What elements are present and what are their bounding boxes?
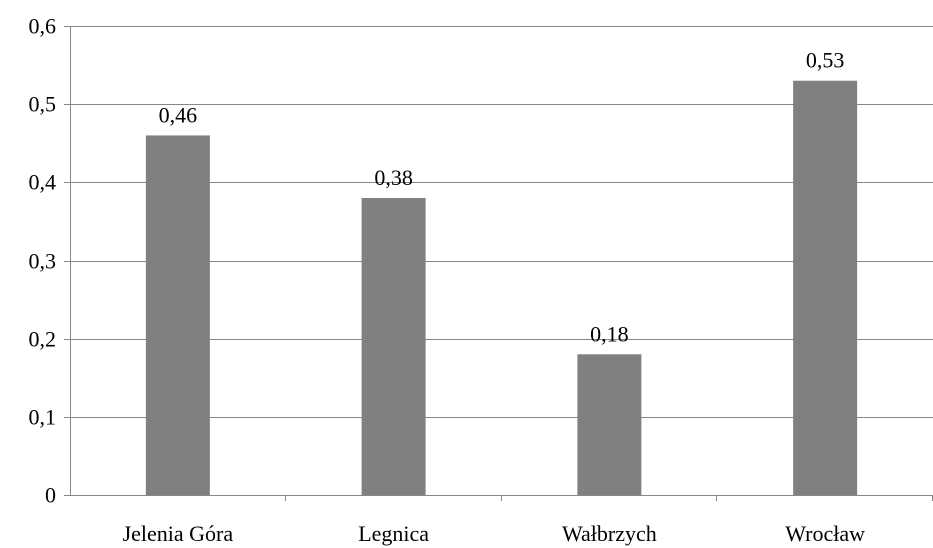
y-tick-label: 0,6 [29, 14, 57, 39]
x-tick-label: Jelenia Góra [123, 521, 234, 546]
bar [577, 354, 642, 495]
bars [145, 80, 858, 495]
axes [64, 26, 933, 501]
bar [145, 135, 210, 495]
y-tick-label: 0 [45, 483, 56, 508]
data-label: 0,38 [374, 165, 413, 190]
y-tick-label: 0,4 [29, 170, 57, 195]
bar [361, 197, 426, 495]
data-label: 0,18 [590, 321, 629, 346]
bar [793, 80, 858, 495]
data-label: 0,53 [806, 48, 845, 73]
y-tick-label: 0,1 [29, 405, 57, 430]
y-tick-label: 0,3 [29, 249, 57, 274]
y-tick-label: 0,5 [29, 92, 57, 117]
gridlines [70, 26, 933, 418]
category-labels: Jelenia Góra Legnica Wałbrzych Wrocław [123, 521, 866, 546]
x-tick-label: Legnica [358, 521, 429, 546]
data-label: 0,46 [159, 102, 198, 127]
x-tick-label: Wałbrzych [562, 521, 657, 546]
data-labels: 0,46 0,38 0,18 0,53 [159, 48, 845, 347]
y-tick-labels: 0 0,1 0,2 0,3 0,4 0,5 0,6 [29, 14, 57, 508]
y-tick-label: 0,2 [29, 327, 57, 352]
x-tick-label: Wrocław [785, 521, 865, 546]
